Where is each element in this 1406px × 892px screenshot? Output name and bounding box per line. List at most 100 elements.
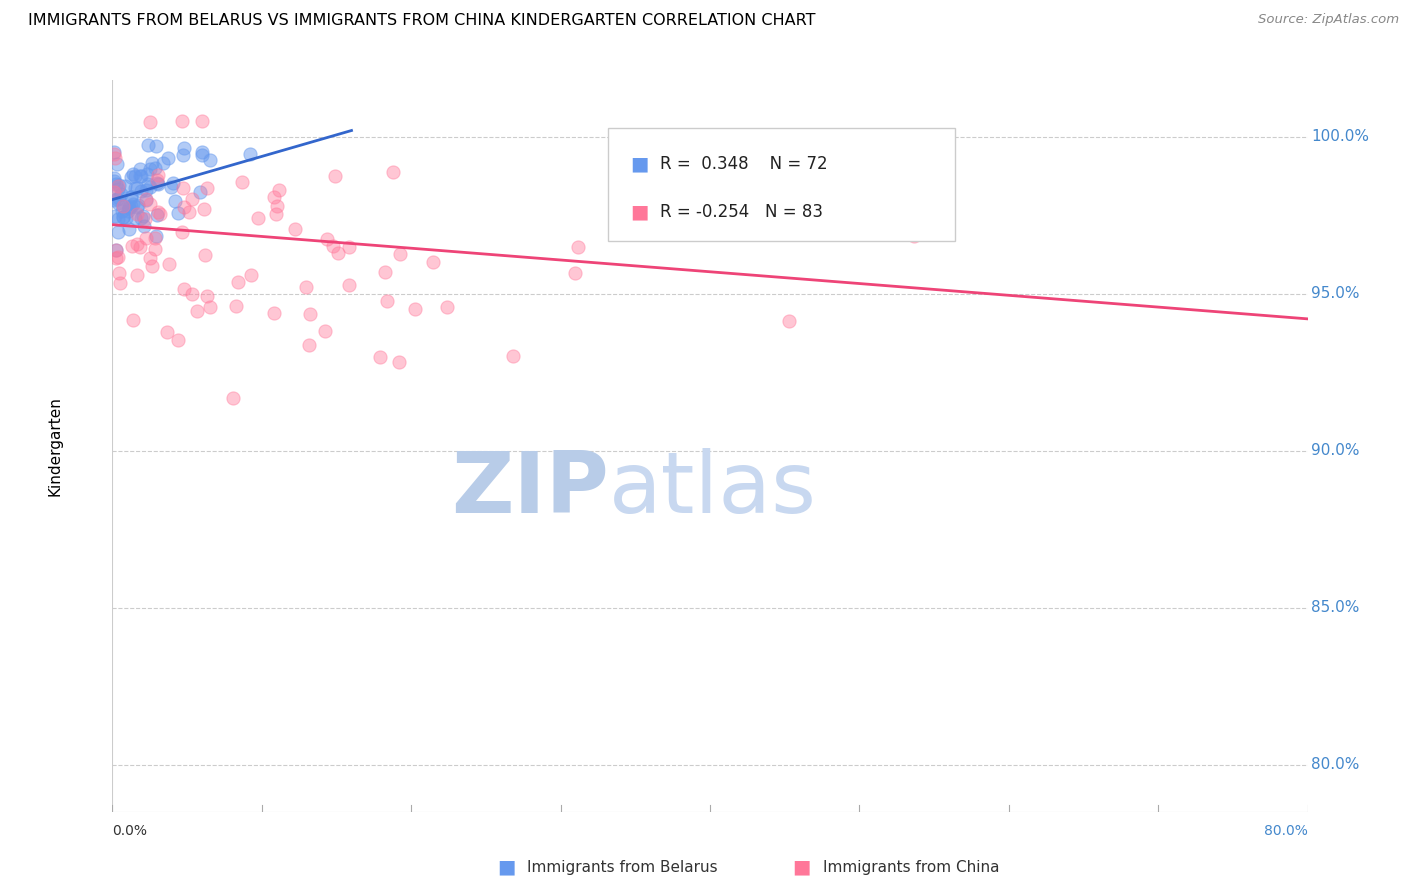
Point — [141, 156, 163, 170]
Point — [103, 145, 125, 159]
Point — [903, 228, 925, 243]
Text: 0.0%: 0.0% — [112, 824, 148, 838]
Point — [117, 204, 139, 219]
Point — [143, 161, 166, 176]
Point — [141, 260, 163, 274]
Point — [191, 145, 214, 159]
Point — [422, 254, 444, 268]
Point — [374, 265, 396, 279]
Text: ZIP: ZIP — [451, 449, 609, 532]
Point — [225, 298, 247, 312]
Point — [239, 268, 262, 283]
Point — [111, 204, 134, 219]
Point — [149, 207, 172, 221]
Text: 95.0%: 95.0% — [1312, 286, 1360, 301]
Point — [239, 146, 262, 161]
Point — [172, 180, 194, 194]
Point — [177, 205, 200, 219]
Point — [188, 186, 211, 200]
Point — [337, 240, 360, 254]
Text: 80.0%: 80.0% — [1312, 757, 1360, 772]
Point — [134, 212, 156, 227]
Point — [368, 350, 391, 364]
Point — [502, 349, 524, 363]
Point — [104, 209, 127, 223]
Point — [165, 194, 187, 209]
Point — [264, 207, 287, 221]
Point — [107, 182, 129, 196]
Point — [104, 151, 127, 165]
Point — [173, 140, 195, 154]
Point — [120, 190, 142, 204]
Point — [104, 243, 127, 257]
Point — [118, 200, 141, 214]
Text: R = -0.254   N = 83: R = -0.254 N = 83 — [659, 203, 823, 221]
Point — [263, 190, 285, 204]
Point — [138, 162, 160, 177]
Point — [138, 180, 160, 194]
Point — [145, 139, 167, 153]
Point — [112, 199, 135, 213]
Point — [125, 181, 148, 195]
Point — [162, 176, 184, 190]
Point — [125, 207, 148, 221]
Point — [195, 289, 218, 303]
Point — [198, 153, 221, 168]
Point — [298, 307, 321, 321]
Point — [148, 178, 170, 192]
Text: ■: ■ — [496, 857, 516, 877]
Text: ■: ■ — [630, 202, 648, 221]
Point — [322, 239, 344, 253]
Point — [114, 179, 136, 194]
Point — [181, 287, 204, 301]
Point — [135, 183, 157, 197]
Point — [111, 199, 134, 213]
Point — [170, 114, 193, 128]
Text: 90.0%: 90.0% — [1312, 443, 1360, 458]
Point — [294, 280, 316, 294]
Point — [120, 199, 142, 213]
Point — [152, 156, 174, 170]
Point — [135, 192, 157, 206]
Point — [129, 162, 152, 177]
Point — [125, 237, 148, 252]
Point — [121, 239, 143, 253]
Point — [105, 157, 128, 171]
Point — [145, 228, 167, 243]
Point — [191, 114, 214, 128]
Point — [105, 178, 128, 192]
Point — [107, 250, 129, 264]
Point — [160, 179, 183, 194]
Point — [136, 177, 159, 191]
Point — [132, 209, 155, 223]
Text: IMMIGRANTS FROM BELARUS VS IMMIGRANTS FROM CHINA KINDERGARTEN CORRELATION CHART: IMMIGRANTS FROM BELARUS VS IMMIGRANTS FR… — [28, 13, 815, 29]
Point — [124, 211, 146, 226]
Point — [128, 240, 150, 254]
Point — [404, 301, 426, 316]
Text: Immigrants from China: Immigrants from China — [823, 860, 1000, 874]
Point — [157, 256, 180, 270]
Point — [316, 231, 339, 245]
Text: 100.0%: 100.0% — [1312, 129, 1369, 145]
Point — [298, 337, 321, 351]
Text: ■: ■ — [792, 857, 811, 877]
Point — [127, 268, 149, 282]
Point — [186, 304, 208, 318]
Point — [107, 211, 129, 226]
Point — [166, 206, 188, 220]
Point — [103, 185, 125, 199]
Point — [381, 165, 404, 179]
Point — [328, 245, 350, 260]
Point — [107, 179, 129, 194]
Point — [263, 306, 285, 320]
Point — [103, 174, 125, 188]
Text: atlas: atlas — [609, 449, 817, 532]
Point — [139, 252, 162, 266]
Point — [121, 197, 143, 211]
Point — [375, 294, 398, 309]
Point — [193, 202, 215, 216]
Point — [118, 202, 141, 216]
Point — [436, 300, 458, 314]
Point — [120, 190, 142, 204]
Point — [145, 242, 167, 256]
